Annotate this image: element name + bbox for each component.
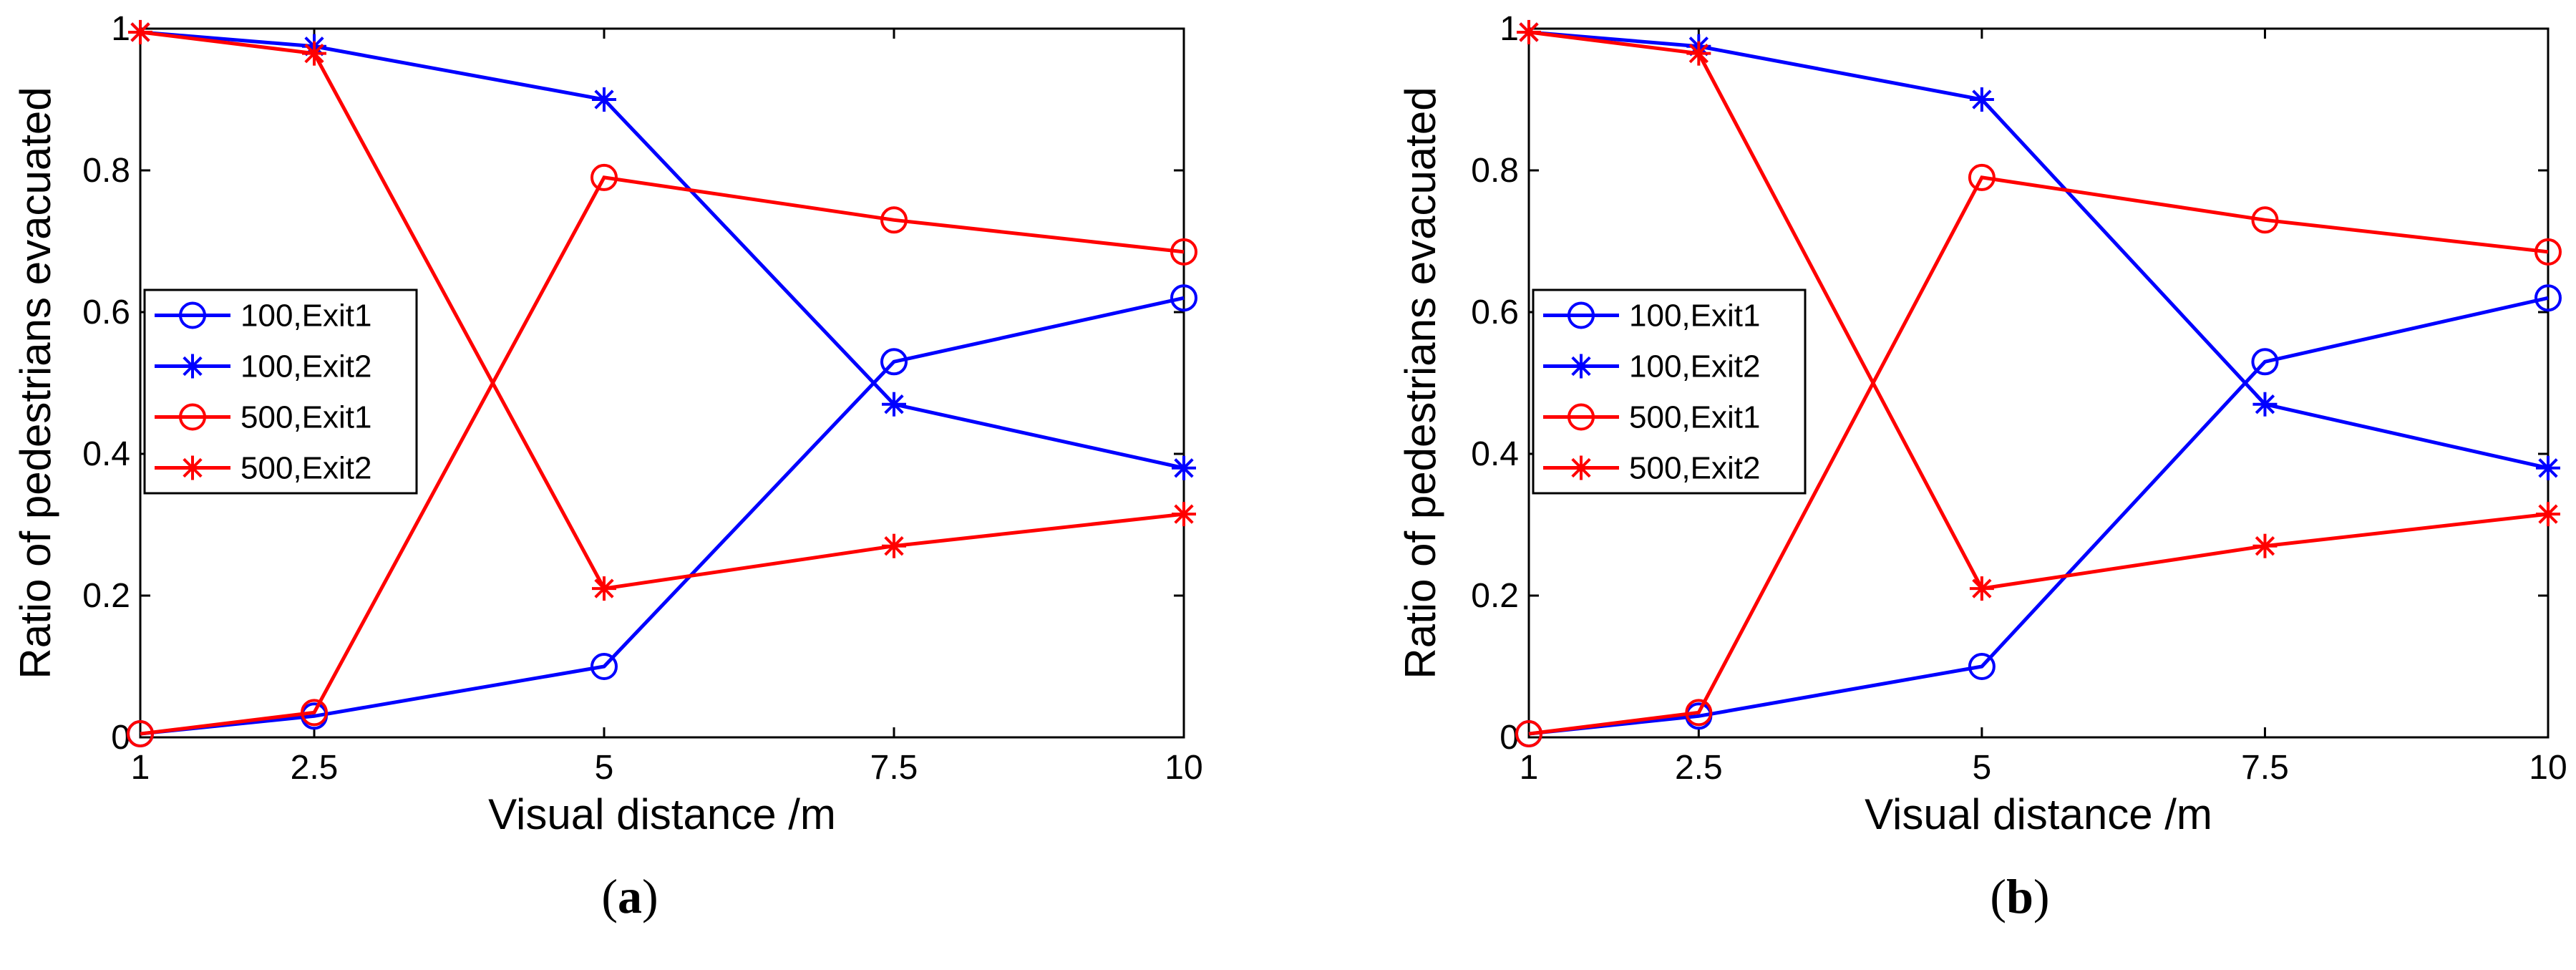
series-500-exit1	[1515, 163, 2562, 748]
data-point	[128, 19, 152, 44]
series-line	[140, 296, 1185, 736]
plot-area-frame	[139, 27, 1185, 739]
y-tick-label: 1	[1500, 10, 1519, 48]
y-tick-label: 0.8	[1471, 152, 1519, 190]
series-line	[1528, 175, 2549, 736]
panel-label: (a)	[601, 869, 658, 923]
data-point	[1969, 576, 1994, 601]
data-point	[2536, 502, 2560, 527]
x-tick-label: 1	[1520, 749, 1539, 787]
data-point	[1517, 19, 1541, 44]
y-tick-label: 0.2	[82, 577, 130, 615]
x-tick-label: 7.5	[2241, 749, 2289, 787]
chart-panel-a: 0 0.2 0.4 0.6 0.8 1 1 2.5 5 7.5 10 Visual distance …	[11, 10, 1203, 923]
y-tick-label: 0	[111, 719, 130, 757]
x-tick-label: 5	[595, 749, 614, 787]
series-line	[140, 175, 1185, 736]
data-point	[882, 392, 906, 417]
x-tick-label: 10	[2529, 749, 2567, 787]
data-point	[590, 653, 618, 680]
x-tick-label: 5	[1973, 749, 1992, 787]
y-axis-title: Ratio of pedestrians evacuated	[1396, 87, 1444, 679]
data-point	[592, 576, 616, 601]
y-tick-label: 0.6	[1471, 294, 1519, 331]
legend-label: 100,Exit2	[1629, 349, 1760, 384]
data-point	[2534, 284, 2562, 312]
legend-marker	[1568, 301, 1595, 329]
legend-marker	[180, 455, 205, 480]
legend-label: 100,Exit1	[240, 299, 371, 334]
plot-area-frame	[1527, 27, 2550, 739]
y-tick-label: 0.6	[82, 294, 130, 331]
y-tick-label: 0.2	[1471, 577, 1519, 615]
series-line	[1528, 296, 2549, 736]
data-point	[2536, 455, 2560, 480]
series-500-exit2	[128, 19, 1196, 601]
legend-marker	[1568, 403, 1595, 431]
legend-label: 500,Exit2	[240, 451, 371, 486]
data-point	[2534, 238, 2562, 266]
legend-label: 100,Exit2	[240, 349, 371, 384]
legend-box	[1532, 288, 1807, 495]
data-point	[1969, 87, 1994, 112]
x-axis-title: Visual distance /m	[488, 790, 836, 838]
data-point	[880, 348, 908, 376]
series-500-exit1	[127, 163, 1197, 748]
legend: 100,Exit1 100,Exit2 500,Exit1 500,Exit2	[1532, 288, 1807, 495]
data-point	[1172, 455, 1196, 480]
legend-marker	[180, 354, 205, 379]
data-point	[1170, 238, 1197, 266]
data-point	[592, 87, 616, 112]
data-point	[1968, 163, 1996, 191]
data-point	[2252, 533, 2278, 558]
data-point	[1968, 653, 1996, 680]
data-point	[301, 699, 328, 727]
legend-marker	[179, 403, 206, 431]
x-tick-label: 7.5	[870, 749, 918, 787]
panel-label: (b)	[1990, 869, 2049, 923]
data-point	[1515, 720, 1542, 748]
data-point	[1170, 284, 1197, 312]
y-tick-label: 1	[111, 10, 130, 48]
legend-marker	[1569, 455, 1593, 480]
y-axis-title: Ratio of pedestrians evacuated	[11, 87, 59, 679]
series-500-exit2	[1517, 19, 2560, 601]
y-tick-label: 0.8	[82, 152, 130, 190]
data-point	[1685, 699, 1713, 727]
legend-label: 500,Exit1	[240, 400, 371, 435]
data-point	[2251, 206, 2279, 234]
legend: 100,Exit1 100,Exit2 500,Exit1 500,Exit2	[143, 288, 418, 495]
data-point	[2251, 348, 2279, 376]
x-tick-label: 2.5	[291, 749, 339, 787]
legend-marker	[1569, 354, 1593, 379]
legend-marker	[179, 301, 206, 329]
x-tick-label: 10	[1165, 749, 1202, 787]
y-tick-label: 0.4	[82, 435, 130, 473]
legend-label: 100,Exit1	[1629, 299, 1760, 334]
legend-label: 500,Exit2	[1629, 451, 1760, 486]
data-point	[302, 41, 326, 66]
data-point	[1686, 41, 1711, 66]
y-tick-label: 0.4	[1471, 435, 1519, 473]
legend-box	[143, 288, 418, 495]
data-point	[127, 720, 154, 748]
legend-label: 500,Exit1	[1629, 400, 1760, 435]
data-point	[590, 163, 618, 191]
x-tick-label: 2.5	[1675, 749, 1723, 787]
data-point	[2252, 392, 2278, 417]
x-axis-title: Visual distance /m	[1865, 790, 2212, 838]
data-point	[1172, 502, 1196, 527]
x-tick-label: 1	[131, 749, 150, 787]
chart-panel-b: 0 0.2 0.4 0.6 0.8 1 1 2.5 5 7.5 10 Visual distance …	[1396, 10, 2567, 923]
y-tick-label: 0	[1500, 719, 1519, 757]
data-point	[880, 206, 908, 234]
data-point	[882, 533, 906, 558]
